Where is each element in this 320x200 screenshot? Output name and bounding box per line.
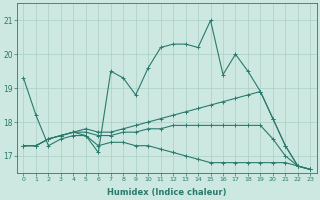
X-axis label: Humidex (Indice chaleur): Humidex (Indice chaleur) bbox=[107, 188, 227, 197]
